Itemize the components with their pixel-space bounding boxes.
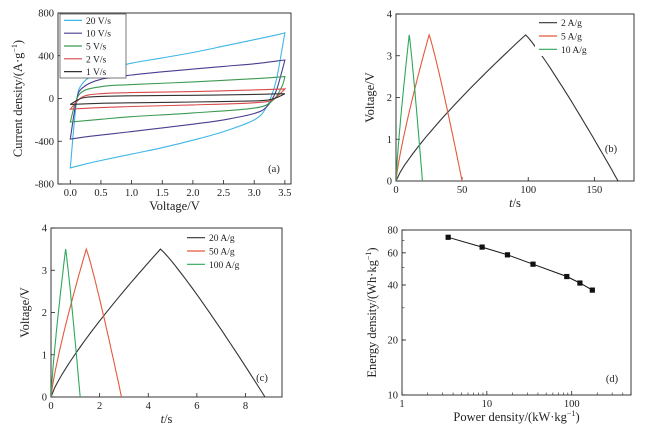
x-tick-label: 150 xyxy=(586,185,602,196)
y-tick-label: 3 xyxy=(42,266,47,277)
y-tick-label: 0 xyxy=(42,393,47,404)
y-axis-label: Current density/(A·g−1) xyxy=(10,40,25,157)
legend-label: 5 A/g xyxy=(561,33,582,43)
y-tick-label: 0 xyxy=(387,177,392,188)
legend-label: 5 V/s xyxy=(86,43,106,53)
y-tick-label: -800 xyxy=(35,180,54,191)
y-axis-label: Voltage/V xyxy=(18,287,32,337)
y-tick-label: 40 xyxy=(388,281,399,292)
y-tick-label: 2 xyxy=(42,308,47,319)
x-tick-label: 8 xyxy=(243,401,248,412)
x-tick-label: 6 xyxy=(194,401,199,412)
data-point xyxy=(479,244,485,250)
y-tick-label: 0 xyxy=(49,94,54,105)
y-tick-label: 1 xyxy=(387,135,392,146)
x-axis-label: Power density/(kW·kg−1) xyxy=(453,409,579,424)
data-point xyxy=(504,252,511,258)
panel-label: (d) xyxy=(606,374,619,385)
x-tick-label: 4 xyxy=(146,401,152,412)
cv-curve-3 xyxy=(68,88,287,110)
plot-frame xyxy=(401,229,632,396)
data-point xyxy=(577,280,583,286)
legend-label: 2 A/g xyxy=(561,19,582,29)
cv-curve-1 xyxy=(69,59,286,140)
y-tick-label: 4 xyxy=(42,224,48,235)
y-tick-label: 400 xyxy=(38,51,54,62)
data-point xyxy=(589,287,595,293)
panel-label: (c) xyxy=(256,373,268,384)
chart-panel-a: 0.0 0.5 1.0 1.5 2.0 2.5 3.0 3.5 -800 -400 0 400 800 (… xyxy=(10,9,292,213)
cv-curve-4 xyxy=(70,93,286,105)
gcd-curve-2 xyxy=(51,249,81,397)
legend-label: 50 A/g xyxy=(209,248,235,258)
x-tick-label: 0.5 xyxy=(94,188,107,199)
x-tick-label: 0 xyxy=(393,185,398,196)
fit-line xyxy=(448,236,593,291)
x-axis-label: Voltage/V xyxy=(149,199,199,213)
x-tick-label: 0.0 xyxy=(64,188,77,199)
gcd-curve-0 xyxy=(51,248,266,397)
y-tick-label: 4 xyxy=(387,10,393,21)
x-tick-label: 3.0 xyxy=(248,188,261,199)
gcd-curve-0 xyxy=(396,34,619,181)
y-tick-label: 60 xyxy=(388,248,399,259)
y-tick-label: 80 xyxy=(388,226,399,237)
legend-label: 100 A/g xyxy=(209,261,240,271)
gcd-curve-2 xyxy=(396,34,423,181)
y-tick-label: 1 xyxy=(42,350,47,361)
y-tick-label: 800 xyxy=(38,9,54,20)
legend-label: 10 V/s xyxy=(86,30,111,40)
y-tick-label: 2 xyxy=(387,93,392,104)
legend-label: 20 A/g xyxy=(209,234,235,244)
x-tick-label: 0 xyxy=(48,401,53,412)
cv-curve-2 xyxy=(69,76,286,123)
x-tick-label: 50 xyxy=(457,185,468,196)
data-point xyxy=(445,234,451,240)
x-axis-label: t/s xyxy=(509,196,521,210)
y-tick-label: -400 xyxy=(35,137,54,148)
x-tick-label: 2.0 xyxy=(186,188,199,199)
legend-label: 20 V/s xyxy=(86,17,111,27)
x-axis-label: t/s xyxy=(161,412,173,426)
legend-label: 10 A/g xyxy=(561,46,587,56)
y-axis-label: Voltage/V xyxy=(363,72,377,122)
panel-label: (b) xyxy=(605,144,618,155)
x-tick-label: 1 xyxy=(399,399,404,410)
chart-panel-c: 0 2 4 6 8 0 1 2 3 4 (c) t/s Voltage/V 20 A/g 50 A/g 100… xyxy=(18,224,283,426)
panel-label: (a) xyxy=(268,164,280,175)
x-tick-label: 2 xyxy=(97,401,102,412)
x-tick-label: 10 xyxy=(482,399,493,410)
x-tick-label: 1.5 xyxy=(156,188,169,199)
gcd-curve-1 xyxy=(51,247,123,397)
x-tick-label: 3.5 xyxy=(278,188,291,199)
y-tick-label: 3 xyxy=(387,51,392,62)
x-tick-label: 100 xyxy=(564,399,580,410)
x-tick-label: 100 xyxy=(520,185,536,196)
gcd-curve-1 xyxy=(396,33,463,181)
data-point xyxy=(530,261,536,267)
y-axis-label: Energy density/(Wh·kg−1) xyxy=(364,247,379,377)
x-tick-label: 1.0 xyxy=(125,188,138,199)
y-tick-label: 20 xyxy=(388,336,399,347)
x-tick-label: 2.5 xyxy=(217,188,230,199)
data-point xyxy=(564,273,570,280)
legend-label: 1 V/s xyxy=(86,68,106,78)
chart-panel-b: 0 50 100 150 0 1 2 3 4 (b) t/s Voltage/V 2 A/g 5 A/g 1… xyxy=(363,10,635,210)
y-tick-label: 10 xyxy=(388,391,399,402)
legend-label: 2 V/s xyxy=(86,55,106,65)
